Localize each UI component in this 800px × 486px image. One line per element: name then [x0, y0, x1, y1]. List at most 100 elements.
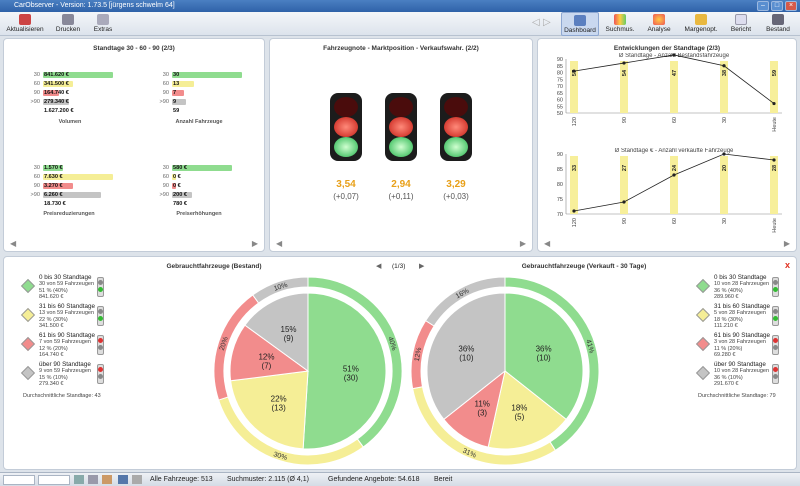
status-home-icon	[118, 475, 128, 484]
volumen-bar	[43, 72, 113, 78]
next-arrow-icon[interactable]: ▶	[251, 239, 258, 248]
legend-item: 0 bis 30 Standtage 30 von 59 Fahrzeugen 51…	[39, 274, 95, 300]
legend-l1: 30 von 59 Fahrzeugen	[39, 281, 95, 288]
extras-button[interactable]: Extras	[88, 12, 118, 36]
volumen-value: 341.500 €	[44, 81, 69, 87]
anzahl-row-label: 90	[162, 90, 169, 96]
next-arrow-icon[interactable]: ▶	[519, 239, 526, 248]
y-tick-label: 65	[557, 91, 563, 97]
volumen-row: 30 841.620 €	[30, 72, 120, 78]
target-ring-label: 12%	[414, 347, 424, 362]
volumen-row-label: 60	[33, 81, 40, 87]
pie-slice-percent: 12%	[258, 352, 274, 361]
close-icon[interactable]: x	[785, 260, 791, 270]
anzahl-row: 30 30	[159, 72, 249, 78]
x-tick-label: 30	[722, 117, 728, 123]
minimize-button[interactable]: –	[757, 1, 769, 11]
legend-l3: 341.500 €	[39, 322, 64, 329]
preiserh-row: 60 0 €	[159, 174, 249, 180]
tab-margenopt-label: Margenopt.	[684, 26, 718, 33]
legend-diamond-icon	[695, 278, 711, 294]
pager-prev-icon[interactable]: ◀	[376, 263, 382, 270]
tab-suchmuster[interactable]: Suchmus.	[602, 12, 638, 36]
preisred-row: >90 6.260 €	[30, 192, 120, 198]
anzahl-bar	[172, 72, 242, 78]
bar-label: 20	[722, 165, 728, 171]
anzahl-value: 59	[173, 108, 180, 114]
legend-h: über 90 Standtage	[39, 361, 91, 368]
print-button[interactable]: Drucken	[50, 12, 86, 36]
bar-label: 24	[672, 164, 678, 171]
prev-arrow-icon[interactable]: ◀	[10, 239, 17, 248]
mini-traffic-light-icon	[772, 277, 779, 297]
legend-item: über 90 Standtage 9 von 59 Fahrzeugen 15 %…	[39, 361, 91, 387]
anzahl-row-label: >90	[159, 99, 170, 105]
y-tick-label: 85	[557, 64, 563, 70]
anzahl-row-label: 30	[162, 72, 169, 78]
legend-l3: 111.210 €	[714, 322, 738, 329]
status-icon-2	[88, 475, 98, 484]
maximize-button[interactable]: □	[771, 1, 783, 11]
legend-l1: 10 von 28 Fahrzeugen	[714, 281, 770, 288]
pager-next-icon[interactable]: ▶	[419, 263, 425, 270]
nav-back-icon[interactable]: ◁	[532, 17, 540, 28]
pie-slice-percent: 18%	[511, 403, 527, 412]
close-window-button[interactable]: ×	[785, 1, 797, 11]
volumen-value: 279.340 €	[44, 99, 69, 105]
traffic-light-1	[330, 93, 362, 161]
traffic-light-2	[385, 93, 417, 161]
preiserh-row-label: 30	[162, 165, 169, 171]
anzahl-row: >90 9	[159, 99, 249, 105]
note-value-1: 3,54	[336, 179, 356, 190]
gebrauchtfahrzeuge-panel: Gebrauchtfahrzeuge (Bestand) Gebrauchtfa…	[3, 256, 797, 470]
tab-margenopt[interactable]: Margenopt.	[679, 12, 723, 36]
pie-slice	[244, 292, 309, 372]
status-icon-3	[102, 475, 112, 484]
anzahl-bar	[172, 90, 184, 96]
anzahl-list: 30 30 60 13 90 7 >90 9 59	[159, 72, 249, 132]
trend-point	[622, 61, 626, 65]
trend-point	[622, 200, 626, 204]
x-tick-label: 120	[572, 117, 578, 126]
volumen-list: 30 841.620 €60 341.500 €90 164.740 € >90 279.…	[30, 72, 120, 132]
flag-icon	[19, 14, 31, 25]
volumen-value: 1.627.200 €	[44, 108, 74, 114]
legend-h: 0 bis 30 Standtage	[714, 274, 767, 281]
pie-slice-count: (30)	[344, 373, 359, 382]
anzahl-bar	[172, 81, 194, 87]
volumen-row: 1.627.200 €	[30, 108, 120, 114]
preisred-list: 30 1.570 €60 7.630 €90 3.270 € >90 6.260 €18.…	[30, 165, 120, 225]
pie-slice	[230, 370, 309, 450]
y-tick-label: 80	[557, 71, 563, 77]
trend-point	[772, 158, 776, 162]
legend-diamond-icon	[20, 365, 36, 381]
prev-arrow-icon[interactable]: ◀	[544, 239, 551, 248]
legend-l1: 13 von 59 Fahrzeugen	[39, 310, 95, 317]
legend-diamond-icon	[695, 365, 711, 381]
prev-arrow-icon[interactable]: ◀	[276, 239, 283, 248]
legend-footer: Durchschnittliche Standtage: 79	[698, 393, 776, 399]
pie-slice-percent: 36%	[536, 344, 552, 353]
bar-label: 57	[572, 70, 578, 76]
tab-bestand[interactable]: Bestand	[760, 12, 796, 36]
pie-slice	[302, 292, 387, 450]
next-arrow-icon[interactable]: ▶	[783, 239, 790, 248]
main-toolbar: Aktualisieren Drucken Extras ◁ ▷ Dashboa…	[0, 12, 800, 36]
legend-h: 61 bis 90 Standtage	[714, 332, 771, 339]
trend-bar	[620, 61, 628, 113]
nav-forward-icon[interactable]: ▷	[543, 17, 551, 28]
volumen-row-label: 30	[33, 72, 40, 78]
mini-traffic-light-icon	[97, 306, 104, 326]
tab-analyse[interactable]: Analyse	[642, 12, 676, 36]
tab-dashboard[interactable]: Dashboard	[561, 12, 599, 36]
window-titlebar: CarObserver - Version: 1.73.5 [jürgens s…	[0, 0, 800, 12]
refresh-button[interactable]: Aktualisieren	[3, 12, 47, 36]
trend-bar	[670, 156, 678, 214]
x-tick-label: 120	[572, 218, 578, 227]
tab-bericht[interactable]: Bericht	[726, 12, 756, 36]
preiserh-row: 780 €	[159, 201, 249, 207]
pie-slice-count: (13)	[272, 403, 287, 412]
x-tick-label: 60	[672, 218, 678, 224]
volumen-row-label: 90	[33, 90, 40, 96]
mini-traffic-light-icon	[97, 335, 104, 355]
